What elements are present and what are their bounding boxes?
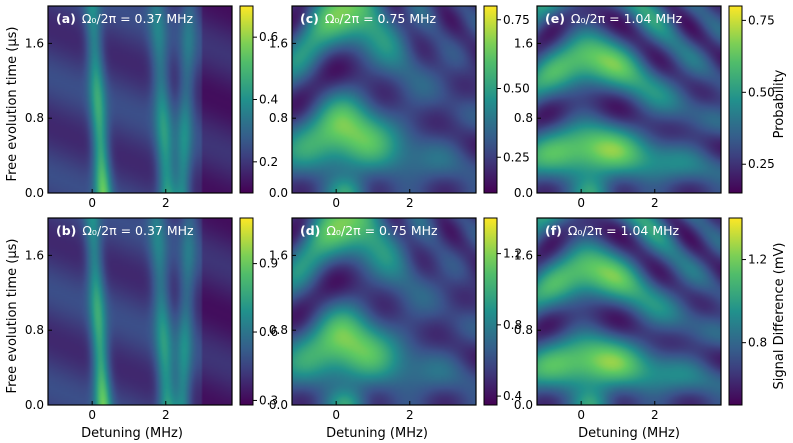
x-tick-label: 2: [162, 196, 170, 210]
y-tick-label: 0.8: [25, 323, 44, 337]
panel-f: (f) Ω₀/2π = 1.04 MHz 0.0 0.8 1.6 0 2 0.8 1.2: [514, 217, 767, 422]
colorbar: [728, 5, 743, 194]
colorbar-tick-label: 1.2: [503, 247, 522, 261]
panel-e: (e) Ω₀/2π = 1.04 MHz 0.0 0.8 1.6 0 2 0.25 0.50 0.…: [514, 5, 775, 210]
y-tick-label: 0.0: [25, 398, 44, 412]
colorbar-tick-label: 0.50: [503, 82, 530, 96]
x-tick-label: 0: [332, 196, 340, 210]
colorbar: [483, 217, 498, 406]
x-tick-label: 2: [406, 196, 414, 210]
heatmap-image: [537, 6, 721, 193]
y-tick-label: 0.0: [25, 186, 44, 200]
heatmap-image: [48, 218, 232, 405]
colorbar-label-top: Probability: [772, 69, 787, 138]
plot-frame: [291, 217, 477, 406]
panel-a: (a) Ω₀/2π = 0.37 MHz 0.0 0.8 1.6 0 2 0.2 0.4 0.6: [25, 5, 278, 210]
x-tick-label: 0: [577, 408, 585, 422]
x-axis-label-col3: Detuning (MHz): [578, 426, 680, 441]
y-tick-label: 1.6: [25, 248, 44, 262]
y-tick-label: 0.0: [514, 186, 533, 200]
y-tick-label: 1.6: [25, 36, 44, 50]
colorbar-tick-label: 0.6: [259, 30, 278, 44]
x-tick-label: 0: [88, 408, 96, 422]
heatmap-image: [292, 218, 476, 405]
panel-c: (c) Ω₀/2π = 0.75 MHz 0.0 0.8 1.6 0 2 0.25 0.50 0.…: [269, 5, 530, 210]
colorbar-tick-label: 0.50: [748, 85, 775, 99]
colorbar-tick-label: 0.2: [259, 155, 278, 169]
colorbar: [239, 5, 254, 194]
y-tick-label: 0.8: [514, 323, 533, 337]
colorbar-tick-label: 0.4: [259, 93, 278, 107]
x-tick-label: 2: [162, 408, 170, 422]
colorbar-tick-label: 0.9: [259, 257, 278, 271]
colorbar-tick-label: 0.4: [503, 389, 522, 403]
y-tick-label: 1.6: [269, 36, 288, 50]
x-tick-label: 2: [651, 408, 659, 422]
y-tick-label: 0.8: [269, 323, 288, 337]
panel-title: (f) Ω₀/2π = 1.04 MHz: [545, 223, 680, 238]
x-tick-label: 0: [88, 196, 96, 210]
plot-frame: [47, 5, 233, 194]
heatmap-image: [537, 218, 721, 405]
y-tick-label: 0.8: [25, 111, 44, 125]
plot-frame: [536, 5, 722, 194]
panel-title: (d) Ω₀/2π = 0.75 MHz: [300, 223, 438, 238]
panel-d: (d) Ω₀/2π = 0.75 MHz 0.0 0.8 1.6 0 2 0.4 0.8 1.2: [269, 217, 522, 422]
colorbar-tick-label: 0.75: [503, 13, 530, 27]
colorbar-tick-label: 0.25: [503, 150, 530, 164]
x-tick-label: 0: [577, 196, 585, 210]
colorbar-tick-label: 0.6: [259, 325, 278, 339]
colorbar-tick-label: 0.25: [748, 157, 775, 171]
plot-frame: [536, 217, 722, 406]
y-tick-label: 0.8: [269, 111, 288, 125]
panel-title: (c) Ω₀/2π = 0.75 MHz: [300, 11, 437, 26]
y-tick-label: 1.6: [269, 248, 288, 262]
heatmap-image: [292, 6, 476, 193]
y-axis-label-top: Free evolution time (μs): [5, 27, 20, 182]
panel-title: (e) Ω₀/2π = 1.04 MHz: [545, 11, 683, 26]
colorbar-tick-label: 1.2: [748, 253, 767, 267]
colorbar-tick-label: 0.3: [259, 393, 278, 407]
x-tick-label: 2: [651, 196, 659, 210]
y-tick-label: 1.6: [514, 248, 533, 262]
x-tick-label: 2: [406, 408, 414, 422]
colorbar-tick-label: 0.8: [503, 318, 522, 332]
x-axis-label-col2: Detuning (MHz): [326, 426, 428, 441]
panel-b: (b) Ω₀/2π = 0.37 MHz 0.0 0.8 1.6 0 2 0.3 0.6 0.9: [25, 217, 278, 422]
plot-frame: [47, 217, 233, 406]
colorbar: [239, 217, 254, 406]
colorbar-tick-label: 0.75: [748, 13, 775, 27]
y-axis-label-bottom: Free evolution time (μs): [5, 239, 20, 394]
panel-title: (b) Ω₀/2π = 0.37 MHz: [56, 223, 194, 238]
plot-frame: [291, 5, 477, 194]
colorbar: [483, 5, 498, 194]
colorbar-tick-label: 0.8: [748, 336, 767, 350]
panel-title: (a) Ω₀/2π = 0.37 MHz: [56, 11, 194, 26]
colorbar-label-bottom: Signal Difference (mV): [772, 243, 787, 390]
y-tick-label: 0.0: [269, 186, 288, 200]
y-tick-label: 0.0: [514, 398, 533, 412]
x-axis-label-col1: Detuning (MHz): [81, 426, 183, 441]
x-tick-label: 0: [332, 408, 340, 422]
heatmap-image: [48, 6, 232, 193]
colorbar: [728, 217, 743, 406]
y-tick-label: 0.0: [269, 398, 288, 412]
y-tick-label: 0.8: [514, 111, 533, 125]
y-tick-label: 1.6: [514, 36, 533, 50]
